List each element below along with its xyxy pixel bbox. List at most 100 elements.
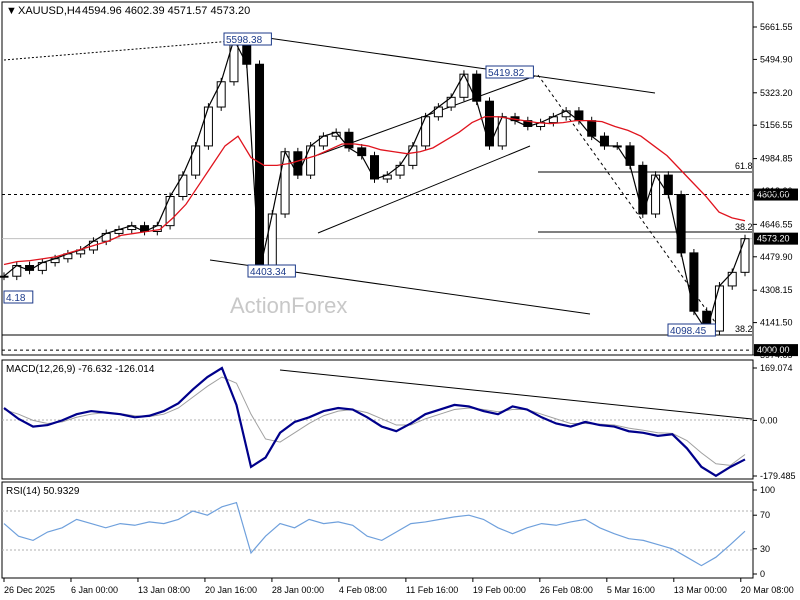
time-tick-label: 4 Feb 08:00 — [339, 585, 387, 595]
price-bar — [280, 147, 290, 218]
price-body — [714, 285, 724, 332]
price-body — [293, 151, 303, 176]
price-bar — [484, 97, 494, 150]
price-y-tick-label: 4308.15 — [760, 285, 793, 295]
price-annotations: 5598.38 5419.82 4403.34 4098.45 4.18 — [3, 32, 716, 337]
time-tick-label: 20 Jan 16:00 — [205, 585, 257, 595]
level-price-label: 4000.00 — [757, 345, 790, 355]
fib-label-618: 61.8 — [735, 161, 753, 171]
price-bar — [165, 192, 175, 230]
level-price-label: 4800.00 — [757, 190, 790, 200]
price-body — [267, 213, 277, 273]
price-callout-label: 4.18 — [6, 293, 26, 304]
price-close-line — [3, 37, 746, 333]
ohlc-readout: 4594.96 4602.39 4571.57 4573.20 — [82, 5, 250, 17]
price-bar — [651, 171, 661, 218]
price-callout-box — [485, 65, 534, 79]
macd-series-layer — [3, 366, 746, 478]
rsi-series-layer — [3, 501, 746, 567]
macd-y-tick-label: 0.00 — [760, 415, 778, 425]
price-body — [587, 120, 597, 137]
time-tick-label: 5 Mar 16:00 — [607, 585, 655, 595]
time-tick-label: 6 Jan 00:00 — [71, 585, 118, 595]
price-body — [676, 194, 686, 254]
price-bar — [421, 112, 431, 150]
price-body — [216, 81, 226, 108]
price-bar — [638, 161, 648, 218]
rsi-y-tick-label: 100 — [760, 485, 775, 495]
price-y-tick-label: 5494.90 — [760, 54, 793, 64]
fib-label-382-lower: 38.2 — [735, 324, 753, 334]
macd-main-line — [3, 366, 746, 478]
price-callout-label: 4403.34 — [250, 267, 287, 278]
price-bar — [689, 248, 699, 316]
price-bar — [740, 234, 750, 277]
channel-lower — [317, 145, 531, 234]
rsi-y-tick-label: 0 — [760, 569, 765, 579]
moving-average-line — [3, 116, 746, 266]
macd-y-axis: 169.074 0.00 -179.485 — [753, 363, 796, 481]
price-body — [459, 73, 469, 98]
price-y-tick-label: 4479.90 — [760, 252, 793, 262]
macd-y-tick-label: 169.074 — [760, 363, 793, 373]
level-price-box — [754, 232, 798, 245]
price-body — [651, 174, 661, 215]
price-bar — [306, 142, 316, 179]
price-body — [306, 145, 316, 176]
time-tick-label: 11 Feb 16:00 — [406, 585, 458, 595]
rsi-pane-frame — [1, 481, 754, 579]
price-y-tick-label: 4141.50 — [760, 318, 793, 328]
price-body — [0, 275, 9, 278]
price-callout-box — [223, 32, 272, 46]
time-tick-label: 13 Jan 08:00 — [138, 585, 190, 595]
time-tick-label: 28 Jan 00:00 — [272, 585, 324, 595]
level-price-box — [754, 188, 798, 201]
price-series-layer — [0, 35, 750, 335]
rsi-y-axis: 100 70 30 0 — [753, 485, 775, 579]
macd-trendline — [279, 369, 753, 420]
price-y-tick-label: 5661.55 — [760, 22, 793, 32]
upper-wedge-line — [267, 37, 656, 94]
price-y-tick-label: 4646.55 — [760, 219, 793, 229]
time-tick-label: 19 Feb 00:00 — [473, 585, 526, 595]
price-body — [178, 174, 188, 197]
price-body — [370, 155, 379, 180]
price-body — [663, 174, 673, 196]
time-axis: 26 Dec 2025 6 Jan 00:00 13 Jan 08:00 20 Jan… — [3, 578, 794, 595]
price-bar — [191, 142, 201, 179]
price-body — [497, 116, 507, 147]
watermark: ActionForex — [230, 293, 347, 318]
price-callout-label: 5419.82 — [488, 68, 525, 79]
price-body — [689, 252, 699, 312]
rsi-y-tick-label: 70 — [760, 510, 770, 520]
price-y-tick-label: 4818.20 — [760, 186, 793, 196]
time-tick-label: 13 Mar 00:00 — [674, 585, 727, 595]
price-y-tick-label: 5323.20 — [760, 88, 793, 98]
price-body — [344, 131, 354, 149]
time-tick-label: 26 Feb 08:00 — [540, 585, 593, 595]
macd-y-tick-label: -179.485 — [760, 471, 796, 481]
price-callout-label: 4098.45 — [670, 326, 707, 337]
price-bar — [714, 282, 724, 335]
symbol-arrow-icon: ▼ — [6, 5, 17, 17]
price-body — [740, 238, 750, 273]
price-body — [472, 73, 482, 102]
price-y-tick-label: 4984.85 — [760, 154, 793, 164]
rsi-title: RSI(14) 50.9329 — [6, 486, 80, 497]
price-callout-box — [667, 323, 716, 337]
price-y-tick-label: 3974.85 — [760, 350, 793, 360]
price-callout-box — [3, 290, 34, 304]
price-body — [727, 271, 737, 287]
price-bar — [676, 190, 686, 257]
horizontal-levels: 4800.00 4573.20 4000.00 — [2, 188, 798, 357]
price-body — [203, 106, 213, 147]
fib-label-382-upper: 38.2 — [735, 222, 753, 232]
time-tick-label: 26 Dec 2025 — [4, 585, 55, 595]
price-body — [408, 145, 418, 166]
price-y-axis: 5661.55 5494.90 5323.20 5156.55 4984.85 4818.… — [753, 22, 793, 360]
price-y-tick-label: 5156.55 — [760, 120, 793, 130]
price-bar — [203, 103, 213, 150]
price-body — [191, 145, 201, 176]
level-price-box — [754, 344, 798, 357]
price-body — [625, 145, 635, 166]
